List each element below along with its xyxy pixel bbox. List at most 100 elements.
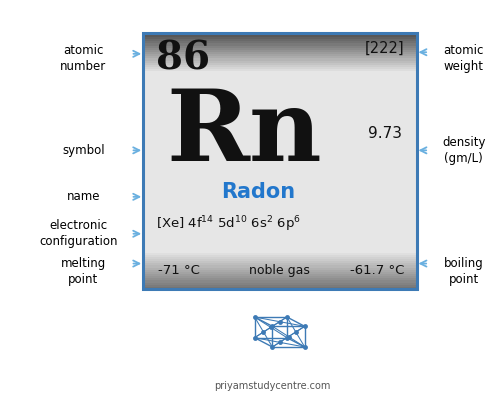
Bar: [143, 163, 416, 166]
Bar: [143, 261, 416, 264]
Bar: [143, 54, 416, 57]
Text: 86: 86: [156, 39, 210, 77]
Bar: [143, 86, 416, 89]
Bar: [143, 99, 416, 102]
Bar: [143, 250, 416, 253]
Bar: [143, 63, 416, 65]
Bar: [143, 122, 416, 125]
Bar: [143, 212, 416, 215]
Bar: [143, 118, 416, 121]
Text: -71 °C: -71 °C: [158, 264, 200, 277]
Bar: [143, 248, 416, 251]
Text: [222]: [222]: [364, 41, 404, 56]
Bar: [143, 41, 416, 44]
Bar: [143, 124, 416, 127]
Bar: [143, 67, 416, 70]
Bar: [143, 127, 416, 129]
Bar: [143, 184, 416, 187]
Bar: [143, 257, 416, 260]
Text: electronic
configuration: electronic configuration: [39, 219, 117, 248]
Bar: [143, 227, 416, 230]
Bar: [143, 234, 416, 236]
Bar: [143, 176, 416, 178]
Bar: [143, 276, 416, 279]
Bar: [143, 108, 416, 110]
Bar: [143, 129, 416, 131]
Bar: [143, 33, 416, 35]
Bar: [143, 266, 416, 268]
Bar: [143, 37, 416, 40]
Bar: [143, 170, 416, 172]
Bar: [143, 214, 416, 217]
Bar: [143, 240, 416, 242]
Bar: [143, 50, 416, 52]
Bar: [143, 161, 416, 164]
Bar: [143, 135, 416, 138]
Bar: [143, 84, 416, 86]
Bar: [143, 210, 416, 212]
Bar: [143, 69, 416, 72]
Text: boiling
point: boiling point: [444, 257, 484, 286]
Bar: [143, 58, 416, 61]
Bar: [143, 282, 416, 285]
Bar: [143, 246, 416, 249]
Text: -61.7 °C: -61.7 °C: [350, 264, 404, 277]
Bar: [143, 33, 416, 289]
Bar: [143, 105, 416, 108]
Bar: [143, 97, 416, 99]
Text: priyamstudycentre.com: priyamstudycentre.com: [214, 382, 330, 392]
Bar: [143, 95, 416, 97]
Bar: [143, 80, 416, 82]
Bar: [143, 189, 416, 191]
Bar: [143, 274, 416, 276]
Bar: [143, 259, 416, 262]
Bar: [143, 60, 416, 63]
Bar: [143, 157, 416, 159]
Bar: [143, 76, 416, 78]
Bar: [143, 244, 416, 247]
Bar: [143, 204, 416, 206]
Bar: [143, 140, 416, 142]
Bar: [143, 167, 416, 170]
Bar: [143, 231, 416, 234]
Bar: [143, 172, 416, 174]
Text: name: name: [66, 190, 100, 203]
Bar: [143, 152, 416, 155]
Bar: [143, 142, 416, 144]
Bar: [143, 82, 416, 84]
Bar: [143, 242, 416, 244]
Bar: [143, 144, 416, 146]
Bar: [143, 287, 416, 289]
Bar: [143, 88, 416, 91]
Bar: [143, 186, 416, 189]
Bar: [143, 52, 416, 54]
Bar: [143, 221, 416, 223]
Bar: [143, 236, 416, 238]
Bar: [143, 229, 416, 232]
Text: noble gas: noble gas: [250, 264, 310, 277]
Bar: [143, 278, 416, 281]
Bar: [143, 280, 416, 283]
Bar: [143, 48, 416, 50]
Bar: [143, 208, 416, 210]
Bar: [143, 238, 416, 240]
Bar: [143, 202, 416, 204]
Bar: [143, 159, 416, 161]
Bar: [143, 150, 416, 153]
Bar: [143, 174, 416, 176]
Bar: [143, 44, 416, 46]
Bar: [143, 285, 416, 287]
Bar: [143, 178, 416, 180]
Bar: [143, 199, 416, 202]
Text: melting
point: melting point: [61, 257, 106, 286]
Bar: [143, 71, 416, 74]
Bar: [143, 253, 416, 255]
Text: atomic
number: atomic number: [60, 44, 106, 74]
Bar: [143, 180, 416, 183]
Bar: [143, 133, 416, 136]
Bar: [143, 268, 416, 270]
Bar: [143, 101, 416, 104]
Bar: [143, 165, 416, 168]
Bar: [143, 197, 416, 200]
Bar: [143, 56, 416, 59]
